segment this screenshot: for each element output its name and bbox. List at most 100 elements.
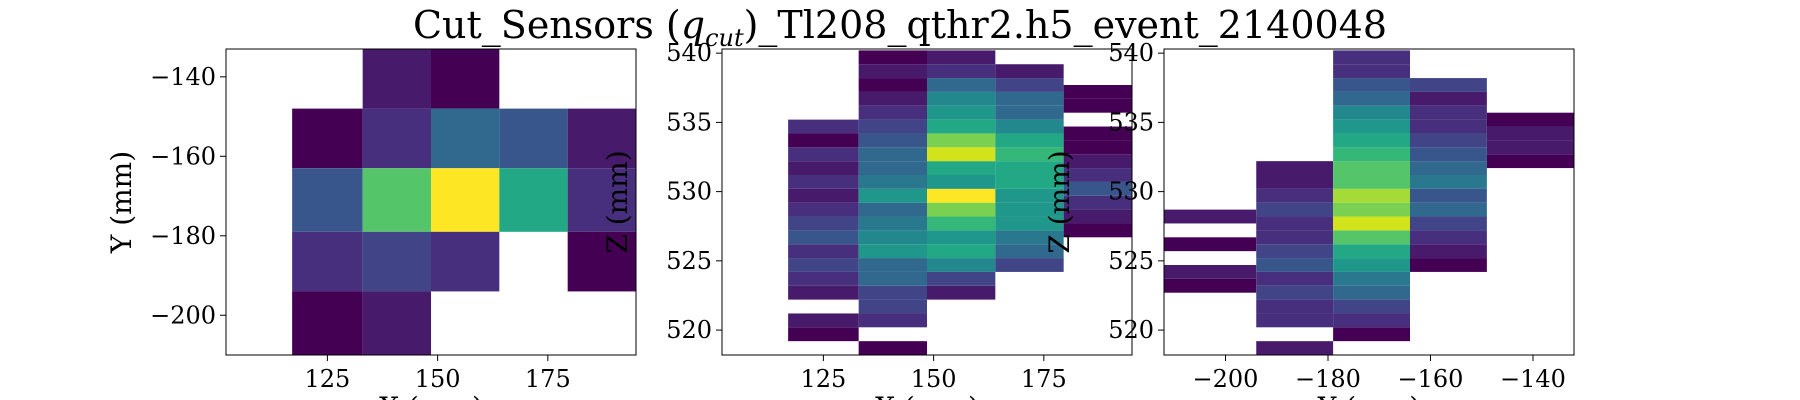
- heatmap-cell: [927, 133, 996, 148]
- heatmap-cell: [1333, 230, 1410, 245]
- x-tick-label: 150: [911, 365, 957, 393]
- heatmap-cell: [788, 216, 859, 231]
- heatmap-cell: [1410, 78, 1487, 92]
- heatmap-cell: [788, 230, 859, 245]
- heatmap-cell: [1486, 154, 1574, 169]
- heatmap-cell: [927, 285, 996, 300]
- heatmap-cell: [1333, 244, 1410, 259]
- heatmap-cell: [858, 313, 927, 328]
- heatmap-cell: [995, 119, 1064, 134]
- heatmap-cell: [1256, 341, 1334, 355]
- heatmap-cell: [1410, 216, 1487, 231]
- heatmap-cell: [788, 161, 859, 175]
- heatmap-cell: [995, 133, 1064, 148]
- heatmap-cell: [1410, 244, 1487, 259]
- x-tick-label: −180: [1295, 365, 1361, 393]
- heatmap-cell: [431, 108, 500, 169]
- heatmap-cell: [1333, 285, 1410, 300]
- heatmap-cell: [858, 119, 927, 134]
- heatmap-cell: [927, 161, 996, 175]
- y-tick-label: 535: [1108, 108, 1154, 136]
- heatmap-cell: [1410, 147, 1487, 162]
- heatmap-cell: [1333, 147, 1410, 162]
- x-axis-label: X (mm): [875, 391, 979, 400]
- heatmap-cell: [1063, 154, 1132, 169]
- heatmap-cell: [927, 147, 996, 162]
- heatmap-cell: [1063, 209, 1132, 224]
- heatmap-cell: [858, 202, 927, 217]
- y-axis-label: Y (mm): [105, 151, 138, 254]
- heatmap-cell: [1333, 188, 1410, 203]
- heatmap-cell: [788, 313, 859, 328]
- heatmap-cell: [292, 231, 363, 292]
- heatmap-cell: [858, 175, 927, 189]
- heatmap-cell: [1410, 202, 1487, 217]
- y-tick-label: 525: [666, 247, 712, 275]
- axes-frame: [1163, 48, 1575, 356]
- y-tick-label: 540: [666, 39, 712, 67]
- heatmap-cell: [1256, 175, 1334, 189]
- heatmap-cell: [1256, 216, 1334, 231]
- heatmap-cell: [858, 216, 927, 231]
- heatmap-cell: [927, 258, 996, 272]
- heatmap-cell: [1410, 175, 1487, 189]
- figure-title: Cut_Sensors (qcut)_Tl208_qthr2.h5_event_…: [413, 3, 1387, 52]
- x-axis-label: X (mm): [379, 391, 483, 400]
- heatmap-cell: [788, 244, 859, 259]
- heatmap-cell: [1486, 112, 1574, 127]
- y-tick-label: 520: [1108, 316, 1154, 344]
- heatmap-cell: [1256, 188, 1334, 203]
- heatmap-cell: [1256, 202, 1334, 217]
- x-tick-label: 125: [304, 365, 350, 393]
- heatmap-cell: [995, 147, 1064, 162]
- x-tick-label: 150: [415, 365, 461, 393]
- heatmap-cell: [995, 175, 1064, 189]
- heatmap-cell: [1410, 161, 1487, 175]
- heatmap-cell: [788, 188, 859, 203]
- heatmap-cell: [1256, 244, 1334, 259]
- heatmap-cell: [788, 258, 859, 272]
- y-tick-label: 525: [1108, 247, 1154, 275]
- heatmap-cell: [1256, 285, 1334, 300]
- heatmap-cell: [362, 168, 431, 232]
- heatmap-cell: [995, 161, 1064, 175]
- heatmap-cell: [1164, 278, 1257, 293]
- heatmap-cell: [858, 147, 927, 162]
- heatmap-cell: [1333, 133, 1410, 148]
- y-tick-label: −200: [150, 301, 216, 329]
- heatmap-cell: [995, 216, 1064, 231]
- heatmap-cell: [927, 50, 996, 65]
- heatmap-cell: [1333, 50, 1410, 65]
- y-tick-label: −160: [150, 142, 216, 170]
- heatmap-cell: [995, 188, 1064, 203]
- heatmap-cell: [431, 231, 500, 292]
- x-tick-label: 175: [1021, 365, 1067, 393]
- heatmap-cell: [1333, 216, 1410, 231]
- heatmap-cell: [927, 64, 996, 79]
- heatmap-cell: [1063, 195, 1132, 210]
- heatmap-cell: [927, 202, 996, 217]
- heatmap-cell: [788, 271, 859, 286]
- x-tick-label: −160: [1398, 365, 1464, 393]
- heatmap-cell: [858, 299, 927, 314]
- heatmap-cell: [858, 285, 927, 300]
- heatmap-cell: [1410, 188, 1487, 203]
- heatmap-cell: [858, 258, 927, 272]
- x-tick-label: 125: [800, 365, 846, 393]
- heatmap-cell: [995, 105, 1064, 120]
- heatmap-cell: [858, 188, 927, 203]
- heatmap-cell: [1063, 126, 1132, 141]
- heatmap-cell: [995, 258, 1064, 272]
- heatmap-cell: [1333, 313, 1410, 328]
- heatmap-cell: [362, 231, 431, 292]
- heatmap-cell: [995, 202, 1064, 217]
- heatmap-cell: [1164, 209, 1257, 224]
- heatmap-cell: [1333, 64, 1410, 79]
- heatmap-cell: [927, 271, 996, 286]
- heatmap-cell: [1333, 78, 1410, 92]
- y-tick-label: 535: [666, 108, 712, 136]
- heatmap-cell: [1063, 223, 1132, 238]
- heatmap-cell: [1333, 202, 1410, 217]
- heatmap-cell: [1256, 230, 1334, 245]
- heatmap-cell: [1063, 181, 1132, 196]
